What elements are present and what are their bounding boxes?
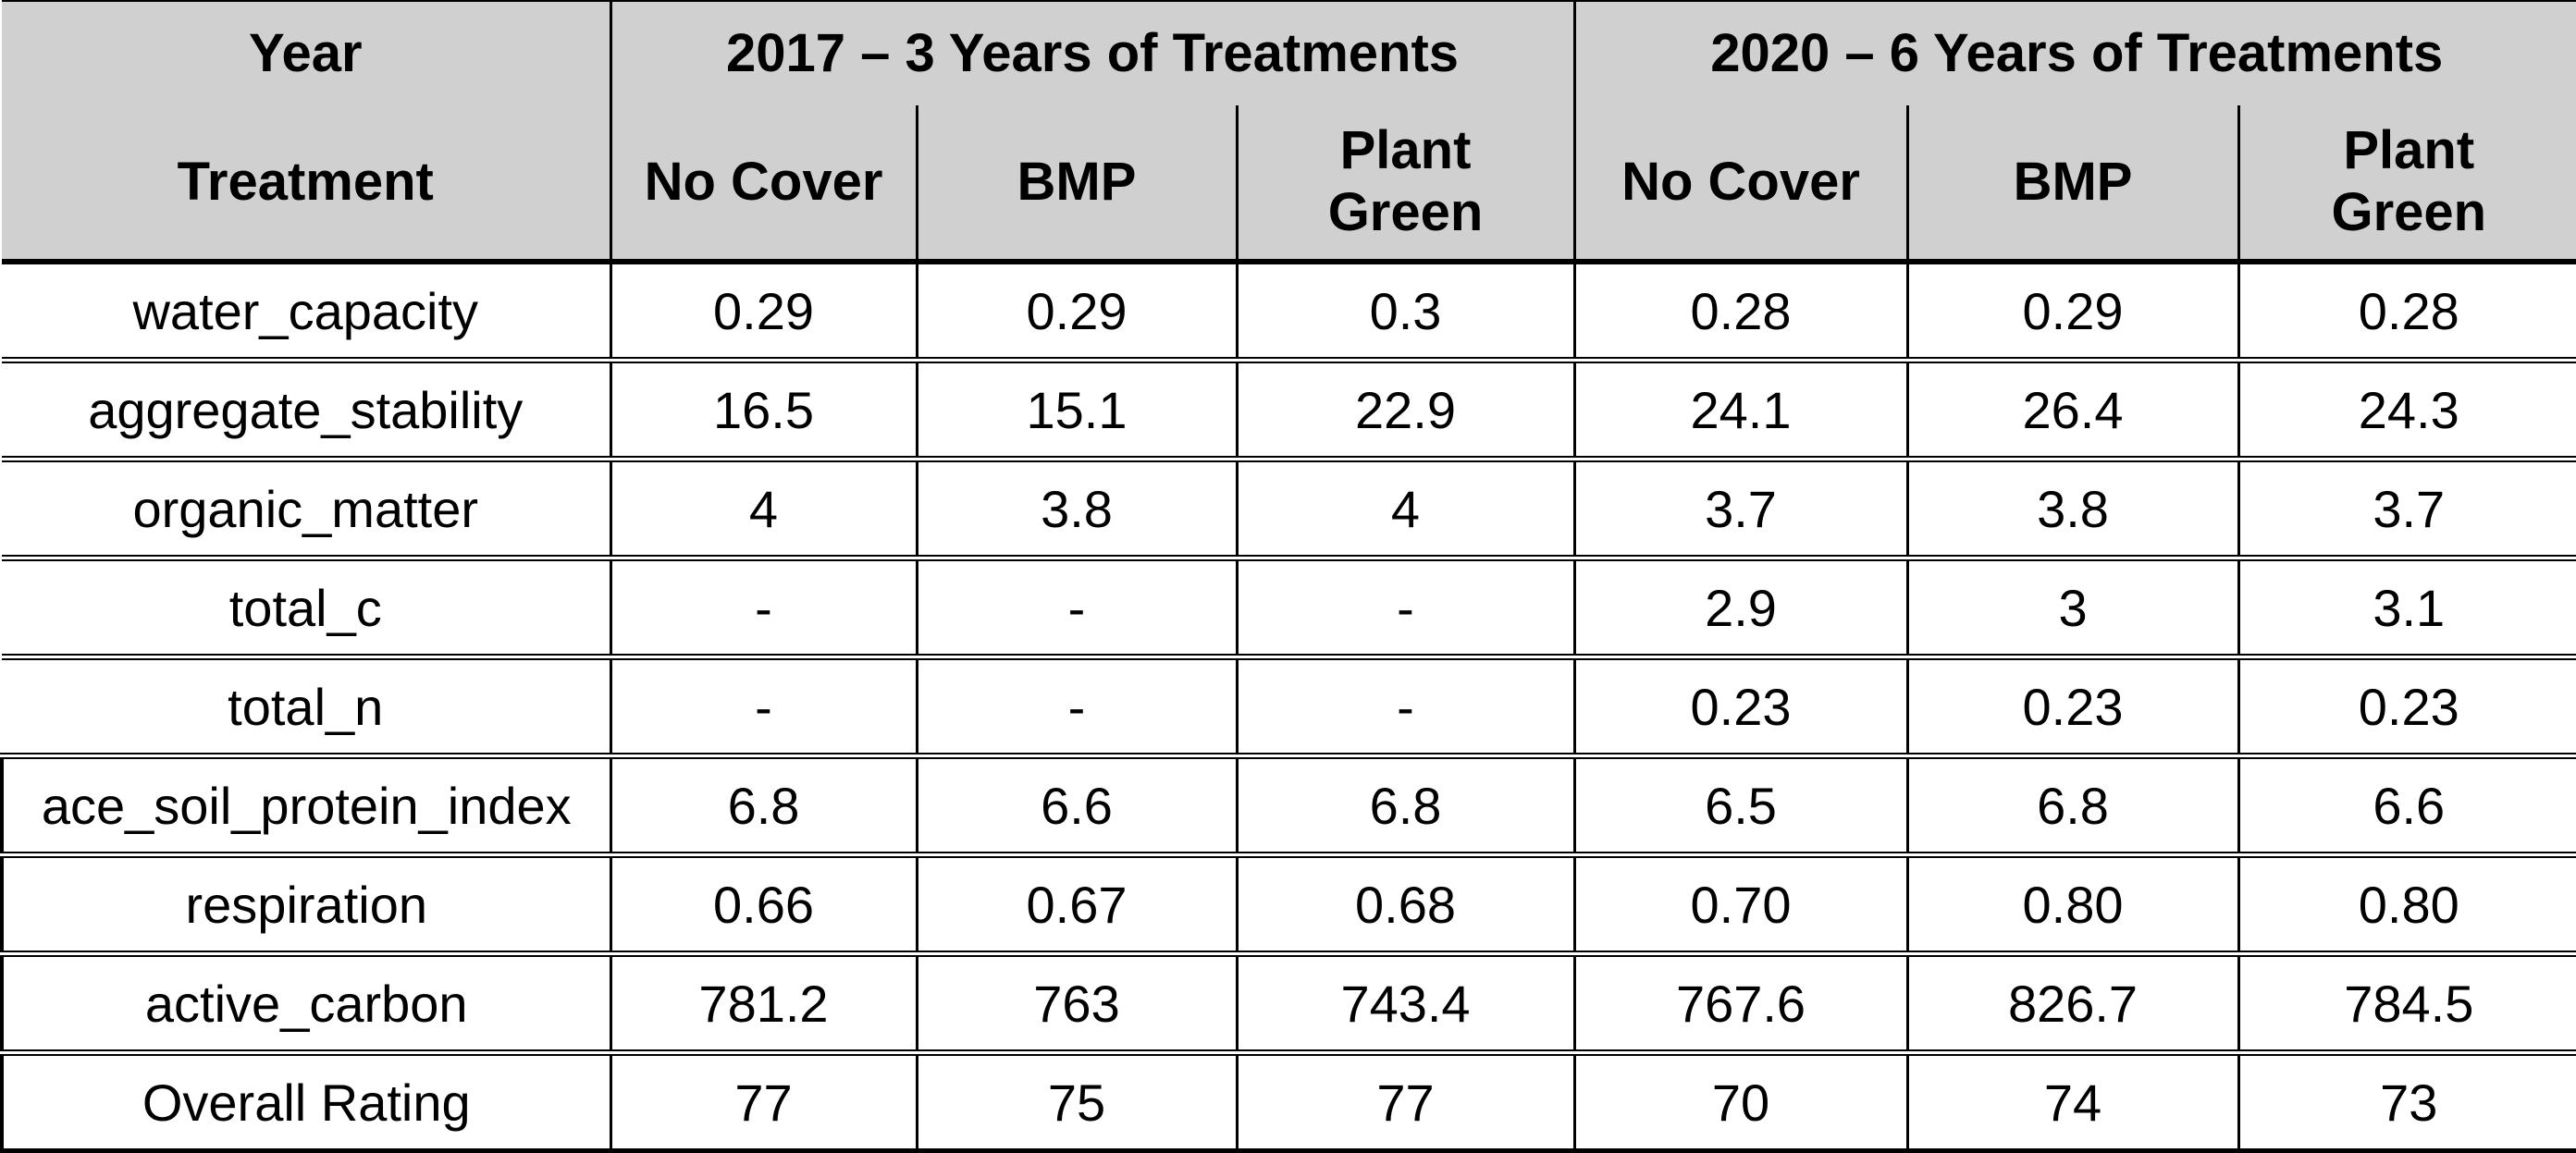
table-row-respiration: respiration 0.66 0.67 0.68 0.70 0.80 0.8… bbox=[0, 852, 2576, 957]
year-header-row: Year 2017 – 3 Years of Treatments 2020 –… bbox=[2, 0, 2576, 105]
value-cell: 24.1 bbox=[1572, 357, 1909, 462]
row-label-cell: respiration bbox=[0, 852, 612, 957]
value-cell: - bbox=[915, 654, 1239, 759]
value-cell: 784.5 bbox=[2237, 951, 2576, 1056]
col-header-2020-plant-green: Plant Green bbox=[2237, 105, 2576, 264]
year-group-2017-cell: 2017 – 3 Years of Treatments bbox=[609, 0, 1576, 105]
value-cell: 24.3 bbox=[2237, 357, 2576, 462]
row-label-cell: organic_matter bbox=[2, 456, 612, 561]
value-cell: 0.28 bbox=[1572, 259, 1909, 363]
value-cell: - bbox=[609, 654, 918, 759]
table-row-water-capacity: water_capacity 0.29 0.29 0.3 0.28 0.29 0… bbox=[2, 259, 2576, 363]
value-cell: 826.7 bbox=[1905, 951, 2240, 1056]
value-cell: 3.8 bbox=[915, 456, 1239, 561]
value-cell: 3.1 bbox=[2237, 555, 2576, 660]
value-cell: - bbox=[609, 555, 918, 660]
value-cell: 0.3 bbox=[1235, 259, 1576, 363]
value-cell: 743.4 bbox=[1235, 951, 1576, 1056]
table-row-total-n: total_n - - - 0.23 0.23 0.23 bbox=[2, 654, 2576, 759]
value-cell: 6.8 bbox=[1235, 753, 1576, 858]
value-cell: - bbox=[915, 555, 1239, 660]
value-cell: 0.70 bbox=[1572, 852, 1909, 957]
value-cell: 0.29 bbox=[1905, 259, 2240, 363]
value-cell: 15.1 bbox=[915, 357, 1239, 462]
value-cell: 4 bbox=[609, 456, 918, 561]
value-cell: 0.23 bbox=[1572, 654, 1909, 759]
col-header-2017-plant-green: Plant Green bbox=[1235, 105, 1576, 264]
year-group-2020-cell: 2020 – 6 Years of Treatments bbox=[1572, 0, 2576, 105]
value-cell: - bbox=[1235, 555, 1576, 660]
table-row-aggregate-stability: aggregate_stability 16.5 15.1 22.9 24.1 … bbox=[2, 357, 2576, 462]
row-label-cell: total_c bbox=[2, 555, 612, 660]
value-cell: 767.6 bbox=[1572, 951, 1909, 1056]
value-cell: 3 bbox=[1905, 555, 2240, 660]
row-label-cell: aggregate_stability bbox=[2, 357, 612, 462]
treatment-corner-cell: Treatment bbox=[2, 105, 612, 264]
col-header-label: Plant Green bbox=[1327, 120, 1484, 242]
table-row-total-c: total_c - - - 2.9 3 3.1 bbox=[2, 555, 2576, 660]
value-cell: 6.8 bbox=[609, 753, 918, 858]
value-cell: 2.9 bbox=[1572, 555, 1909, 660]
col-header-2020-bmp: BMP bbox=[1905, 105, 2240, 264]
value-cell: 0.23 bbox=[2237, 654, 2576, 759]
table-row-organic-matter: organic_matter 4 3.8 4 3.7 3.8 3.7 bbox=[2, 456, 2576, 561]
col-header-2020-no-cover: No Cover bbox=[1572, 105, 1909, 264]
value-cell: 0.66 bbox=[609, 852, 918, 957]
value-cell: 73 bbox=[2237, 1049, 2576, 1153]
value-cell: 77 bbox=[1235, 1049, 1576, 1153]
table-row-overall-rating: Overall Rating 77 75 77 70 74 73 bbox=[0, 1049, 2576, 1153]
value-cell: 0.80 bbox=[1905, 852, 2240, 957]
value-cell: 6.8 bbox=[1905, 753, 2240, 858]
table-header: Year 2017 – 3 Years of Treatments 2020 –… bbox=[2, 0, 2576, 264]
value-cell: 0.68 bbox=[1235, 852, 1576, 957]
value-cell: 0.23 bbox=[1905, 654, 2240, 759]
table-row-ace-soil-protein-index: ace_soil_protein_index 6.8 6.6 6.8 6.5 6… bbox=[0, 753, 2576, 858]
table-row-active-carbon: active_carbon 781.2 763 743.4 767.6 826.… bbox=[0, 951, 2576, 1056]
value-cell: 26.4 bbox=[1905, 357, 2240, 462]
value-cell: 3.7 bbox=[2237, 456, 2576, 561]
value-cell: 0.29 bbox=[915, 259, 1239, 363]
value-cell: 0.67 bbox=[915, 852, 1239, 957]
value-cell: 3.8 bbox=[1905, 456, 2240, 561]
row-label-cell: Overall Rating bbox=[0, 1049, 612, 1153]
row-label-cell: active_carbon bbox=[0, 951, 612, 1056]
value-cell: 0.80 bbox=[2237, 852, 2576, 957]
treatment-header-row: Treatment No Cover BMP Plant Green No Co… bbox=[2, 105, 2576, 264]
value-cell: 74 bbox=[1905, 1049, 2240, 1153]
value-cell: 16.5 bbox=[609, 357, 918, 462]
row-label-cell: water_capacity bbox=[2, 259, 612, 363]
table-body: water_capacity 0.29 0.29 0.3 0.28 0.29 0… bbox=[0, 259, 2576, 1153]
col-header-2017-no-cover: No Cover bbox=[609, 105, 918, 264]
value-cell: 6.6 bbox=[2237, 753, 2576, 858]
col-header-2017-bmp: BMP bbox=[915, 105, 1239, 264]
value-cell: 6.5 bbox=[1572, 753, 1909, 858]
value-cell: 77 bbox=[609, 1049, 918, 1153]
year-corner-cell: Year bbox=[2, 0, 612, 105]
value-cell: 0.29 bbox=[609, 259, 918, 363]
value-cell: - bbox=[1235, 654, 1576, 759]
value-cell: 70 bbox=[1572, 1049, 1909, 1153]
value-cell: 22.9 bbox=[1235, 357, 1576, 462]
value-cell: 0.28 bbox=[2237, 259, 2576, 363]
col-header-label: Plant Green bbox=[2331, 120, 2487, 242]
row-label-cell: ace_soil_protein_index bbox=[0, 753, 612, 858]
value-cell: 763 bbox=[915, 951, 1239, 1056]
value-cell: 781.2 bbox=[609, 951, 918, 1056]
value-cell: 4 bbox=[1235, 456, 1576, 561]
value-cell: 75 bbox=[915, 1049, 1239, 1153]
row-label-cell: total_n bbox=[2, 654, 612, 759]
value-cell: 6.6 bbox=[915, 753, 1239, 858]
value-cell: 3.7 bbox=[1572, 456, 1909, 561]
